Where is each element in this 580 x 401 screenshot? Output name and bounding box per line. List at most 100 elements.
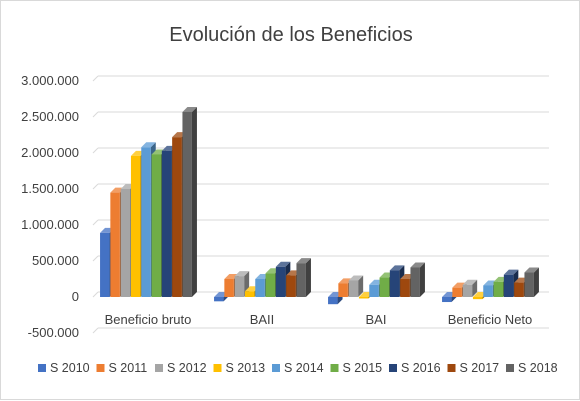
- legend-swatch: [389, 364, 397, 372]
- gridline-depth: [92, 255, 99, 262]
- bar-front: [172, 137, 182, 297]
- legend-swatch: [213, 364, 222, 372]
- bar-front: [110, 192, 120, 297]
- bar-front: [120, 189, 131, 297]
- category-label: Beneficio bruto: [105, 312, 192, 327]
- bar-front: [400, 279, 410, 297]
- bar-front: [151, 154, 162, 297]
- gridline-depth: [92, 183, 99, 190]
- bar-front: [410, 267, 420, 297]
- gridline-depth: [92, 219, 99, 226]
- x-axis-category-labels: Beneficio bruto BAII BAI Beneficio Neto: [105, 312, 533, 327]
- bar-side: [472, 279, 478, 297]
- legend-label: S 2012: [167, 361, 207, 375]
- bar-front: [100, 232, 110, 297]
- bar-front: [224, 279, 234, 297]
- legend-label: S 2013: [226, 361, 266, 375]
- bar-front: [265, 273, 276, 297]
- bar: [462, 279, 478, 297]
- bar-front: [275, 266, 286, 297]
- bar-side: [533, 267, 539, 297]
- y-tick-label: 2.500.000: [21, 109, 79, 124]
- y-axis-tick-labels: -500.000 0 500.000 1.000.000 1.500.000 2.000.…: [21, 73, 79, 340]
- legend-item: S 2011: [96, 361, 148, 375]
- bar-top: [462, 279, 478, 285]
- gridline-depth: [92, 111, 99, 118]
- bar-front: [503, 274, 514, 297]
- legend-label: S 2011: [109, 361, 148, 375]
- bar-front: [296, 263, 306, 297]
- bar-front: [348, 280, 359, 297]
- bar-front: [524, 272, 534, 297]
- legend-label: S 2014: [284, 361, 324, 375]
- bar-front: [358, 297, 369, 299]
- bar: [410, 262, 425, 297]
- bar-front: [452, 287, 462, 297]
- y-tick-label: 2.000.000: [21, 145, 79, 160]
- legend-label: S 2015: [343, 361, 383, 375]
- bar-top: [348, 275, 364, 281]
- category-label: Beneficio Neto: [448, 312, 533, 327]
- bar-front: [286, 275, 296, 297]
- bars: [100, 106, 539, 305]
- bar-front: [514, 282, 524, 297]
- legend-label: S 2016: [401, 361, 441, 375]
- bar-top: [338, 278, 353, 284]
- legend-swatch: [155, 364, 163, 372]
- gridline-depth: [92, 75, 99, 82]
- bar-front: [255, 279, 265, 297]
- bar-side: [358, 275, 364, 297]
- bar-top: [389, 265, 405, 271]
- legend-item: S 2014: [272, 361, 324, 375]
- bar-top: [524, 267, 539, 273]
- bar: [182, 106, 197, 298]
- bar-front: [328, 297, 338, 305]
- gridline-depth: [92, 291, 99, 298]
- bar-front: [472, 297, 483, 300]
- bar: [524, 267, 539, 297]
- legend-swatch: [96, 364, 105, 372]
- gridline-depth: [92, 327, 99, 334]
- bar: [296, 258, 311, 297]
- legend-swatch: [38, 364, 46, 372]
- bar-front: [379, 277, 390, 297]
- legend-item: S 2015: [330, 361, 383, 375]
- legend-swatch: [330, 364, 339, 372]
- bar-front: [462, 284, 473, 297]
- legend-label: S 2010: [50, 361, 90, 375]
- bar-top: [452, 282, 467, 288]
- y-tick-label: 500.000: [32, 253, 79, 268]
- y-tick-label: 1.500.000: [21, 181, 79, 196]
- bar-side: [305, 258, 311, 297]
- y-tick-label: -500.000: [28, 325, 79, 340]
- bar-top: [234, 271, 250, 277]
- legend-label: S 2017: [460, 361, 500, 375]
- bar-front: [389, 270, 400, 297]
- legend-item: S 2012: [155, 361, 207, 375]
- y-tick-label: 1.000.000: [21, 217, 79, 232]
- bar-front: [244, 291, 255, 297]
- bar-front: [338, 283, 348, 297]
- legend-item: S 2017: [447, 361, 500, 375]
- category-label: BAII: [250, 312, 275, 327]
- y-tick-label: 0: [72, 289, 79, 304]
- bar-top: [275, 261, 291, 267]
- legend-swatch: [447, 364, 456, 372]
- bar-front: [214, 297, 224, 302]
- bar-front: [493, 281, 504, 297]
- bar-front: [483, 285, 493, 297]
- bar-top: [503, 269, 519, 275]
- bar-front: [161, 150, 172, 297]
- bar-front: [234, 276, 245, 297]
- legend-swatch: [506, 364, 514, 372]
- bar-front: [130, 155, 141, 297]
- category-label: BAI: [366, 312, 387, 327]
- bar-side: [191, 106, 197, 298]
- legend: S 2010 S 2011 S 2012 S 2013 S 2014 S 2015 S 20…: [38, 361, 558, 375]
- bar-top: [182, 106, 197, 112]
- legend-label: S 2018: [518, 361, 558, 375]
- bar-top: [296, 258, 311, 264]
- y-tick-label: 3.000.000: [21, 73, 79, 88]
